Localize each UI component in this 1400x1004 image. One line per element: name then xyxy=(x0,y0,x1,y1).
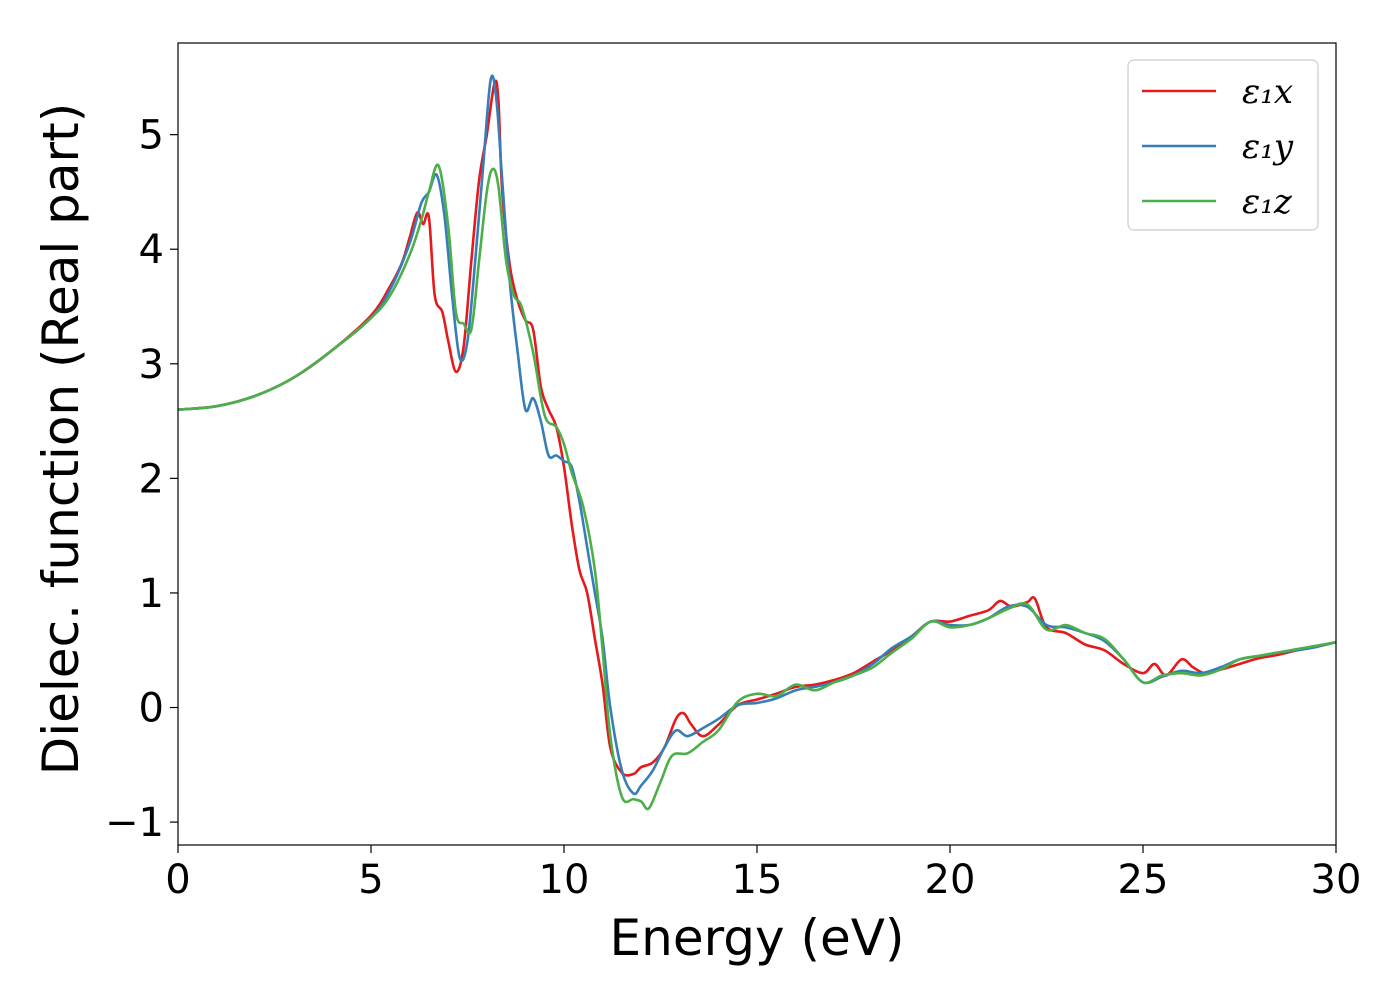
y-axis-title: Dielec. function (Real part) xyxy=(32,103,90,775)
y-tick-label: 1 xyxy=(139,571,164,617)
x-tick-label: 30 xyxy=(1311,857,1362,903)
legend: ε₁x ε₁y ε₁z xyxy=(1127,59,1319,231)
legend-label: ε₁z xyxy=(1242,182,1293,222)
y-axis: −1 0 1 2 3 4 5 xyxy=(105,113,178,846)
y-tick-label: 3 xyxy=(139,342,164,388)
x-tick-label: 20 xyxy=(925,857,976,903)
y-tick-label: 5 xyxy=(139,113,164,159)
y-tick-label: 2 xyxy=(139,456,164,502)
plot-frame xyxy=(177,42,1337,846)
legend-label: ε₁y xyxy=(1242,127,1294,167)
plot-lines xyxy=(178,74,1336,811)
x-tick-label: 0 xyxy=(165,857,190,903)
y-tick-label: −1 xyxy=(105,800,164,846)
x-tick-label: 10 xyxy=(539,857,590,903)
x-tick-label: 15 xyxy=(732,857,783,903)
x-axis-title: Energy (eV) xyxy=(610,909,905,967)
y-tick-label: 4 xyxy=(139,227,164,273)
legend-box xyxy=(1127,59,1319,231)
x-tick-label: 25 xyxy=(1118,857,1169,903)
x-tick-label: 5 xyxy=(358,857,383,903)
y-tick-label: 0 xyxy=(139,686,164,732)
x-axis: 0 5 10 15 20 25 30 xyxy=(165,845,1361,903)
legend-label: ε₁x xyxy=(1242,72,1293,112)
series-line-2 xyxy=(178,163,1336,811)
